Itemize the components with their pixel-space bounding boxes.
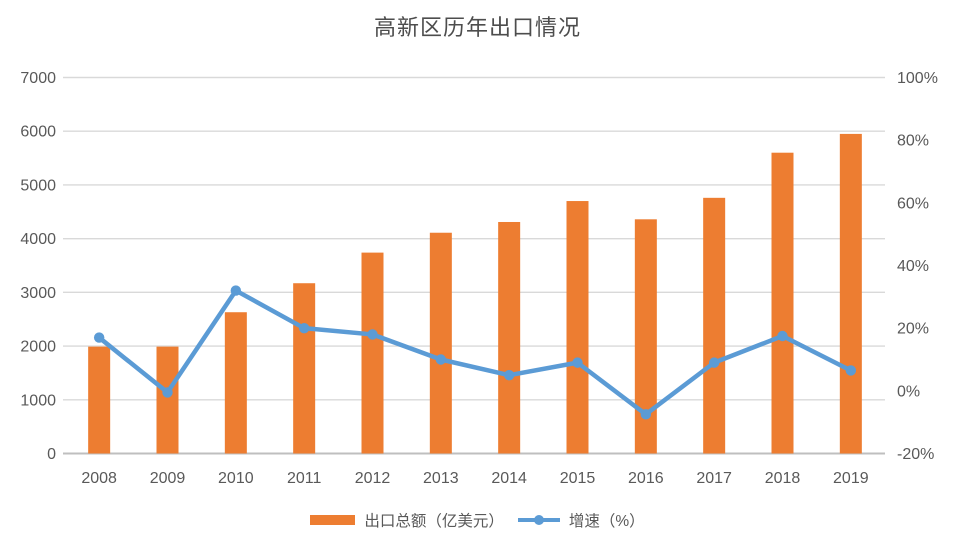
bar-2010 xyxy=(224,312,247,454)
bar-2011 xyxy=(293,283,316,454)
marker-2017 xyxy=(708,357,720,368)
legend-bar-swatch-icon xyxy=(310,515,356,525)
legend: 出口总额（亿美元） 增速（%） xyxy=(0,509,955,531)
x-axis-tick-label: 2011 xyxy=(287,470,322,487)
x-axis-tick-label: 2015 xyxy=(560,470,596,487)
y-axis-right-tick-label: 0% xyxy=(897,383,920,400)
x-axis-tick-label: 2012 xyxy=(355,470,391,487)
x-axis-tick-label: 2014 xyxy=(491,470,527,487)
x-axis-tick-label: 2019 xyxy=(833,470,869,487)
x-axis-tick-label: 2009 xyxy=(150,470,186,487)
bar-2016 xyxy=(634,219,657,454)
marker-2019 xyxy=(845,365,857,376)
x-axis-tick-label: 2010 xyxy=(218,470,254,487)
y-axis-left-tick-label: 7000 xyxy=(20,70,56,87)
x-axis-tick-label: 2016 xyxy=(628,470,664,487)
y-axis-right-tick-label: 80% xyxy=(897,133,929,150)
y-axis-left-tick-label: 5000 xyxy=(20,177,56,194)
marker-2009 xyxy=(162,387,173,398)
marker-2016 xyxy=(640,409,652,420)
y-axis-left-tick-label: 0 xyxy=(47,446,56,463)
y-axis-right-tick-label: -20% xyxy=(897,446,934,463)
marker-2013 xyxy=(435,354,447,365)
y-axis-right-tick-label: 60% xyxy=(897,195,929,212)
y-axis-right-tick-label: 40% xyxy=(897,258,929,275)
x-axis-tick-label: 2018 xyxy=(765,470,801,487)
chart-title: 高新区历年出口情况 xyxy=(373,16,581,41)
y-axis-right-tick-label: 20% xyxy=(897,321,929,338)
growth-line xyxy=(96,288,854,417)
bar-2012 xyxy=(361,252,384,454)
marker-2014 xyxy=(503,369,515,381)
marker-2018 xyxy=(777,330,788,342)
marker-2012 xyxy=(367,329,378,340)
bar-2019 xyxy=(839,133,862,454)
legend-exports-label: 出口总额（亿美元） xyxy=(364,513,504,530)
x-axis-tick-label: 2017 xyxy=(696,470,732,487)
x-axis-tick-label: 2008 xyxy=(81,470,117,487)
bar-2018 xyxy=(771,152,794,454)
legend-item-growth: 增速（%） xyxy=(517,509,645,531)
legend-line-dot-icon xyxy=(533,515,544,525)
bar-2015 xyxy=(566,201,589,454)
marker-2015 xyxy=(572,357,583,368)
bar-2009 xyxy=(156,346,179,454)
bar-2008 xyxy=(88,346,111,454)
bar-2013 xyxy=(429,232,452,454)
y-axis-right-tick-label: 100% xyxy=(897,70,938,87)
bar-2017 xyxy=(703,197,726,454)
x-axis-tick-label: 2013 xyxy=(423,470,459,487)
marker-2010 xyxy=(230,285,242,296)
y-axis-left-tick-label: 2000 xyxy=(20,339,56,356)
bar-2014 xyxy=(498,221,521,454)
y-axis-left-tick-label: 6000 xyxy=(20,124,56,141)
legend-line-swatch-icon xyxy=(517,515,560,525)
marker-2008 xyxy=(93,332,105,343)
y-axis-left-tick-label: 1000 xyxy=(20,392,56,409)
legend-growth-label: 增速（%） xyxy=(568,513,645,530)
y-axis-left-tick-label: 3000 xyxy=(20,285,56,302)
legend-item-exports: 出口总额（亿美元） xyxy=(310,509,504,531)
y-axis-left-tick-label: 4000 xyxy=(20,231,56,248)
marker-2011 xyxy=(298,322,310,334)
